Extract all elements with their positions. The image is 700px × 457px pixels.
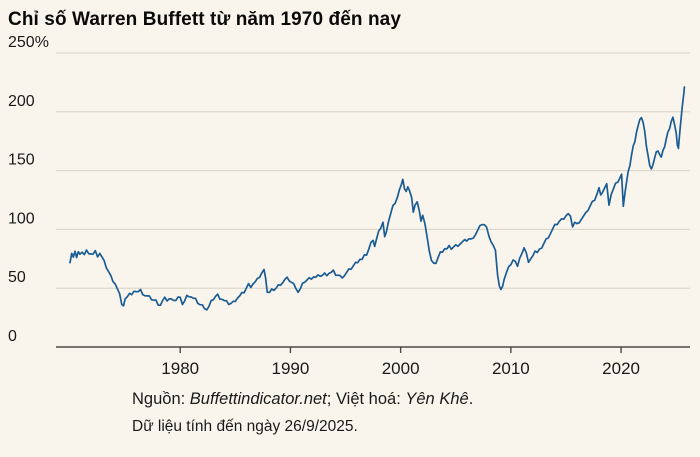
svg-text:2000: 2000 [382, 359, 420, 378]
source-prefix: Nguồn: [132, 390, 190, 408]
translator-name: Yên Khê [405, 390, 469, 408]
svg-text:1980: 1980 [161, 359, 199, 378]
chart-title: Chỉ số Warren Buffett từ năm 1970 đến na… [8, 9, 402, 30]
svg-text:250%: 250% [8, 35, 49, 51]
source-separator: ; Việt hoá: [326, 390, 406, 408]
svg-text:200: 200 [8, 93, 35, 110]
svg-text:0: 0 [8, 328, 17, 345]
source-name: Buffettindicator.net [189, 390, 327, 408]
svg-text:2010: 2010 [492, 359, 530, 378]
svg-text:2020: 2020 [602, 359, 640, 378]
svg-text:100: 100 [8, 210, 35, 227]
line-chart-canvas: 0 50 100 150 200 250% 1980 1990 2000 2010 2020 [8, 35, 690, 378]
source-line: Nguồn: Buffettindicator.net; Việt hoá: Y… [132, 387, 700, 413]
svg-text:50: 50 [8, 269, 26, 286]
source-note: Nguồn: Buffettindicator.net; Việt hoá: Y… [0, 387, 700, 439]
buffett-indicator-chart: 0 50 100 150 200 250% 1980 1990 2000 2010 2020 [0, 35, 700, 387]
svg-text:1990: 1990 [272, 359, 310, 378]
source-period: . [468, 390, 474, 408]
svg-text:150: 150 [8, 152, 35, 169]
data-note: Dữ liệu tính đến ngày 26/9/2025. [132, 417, 358, 435]
